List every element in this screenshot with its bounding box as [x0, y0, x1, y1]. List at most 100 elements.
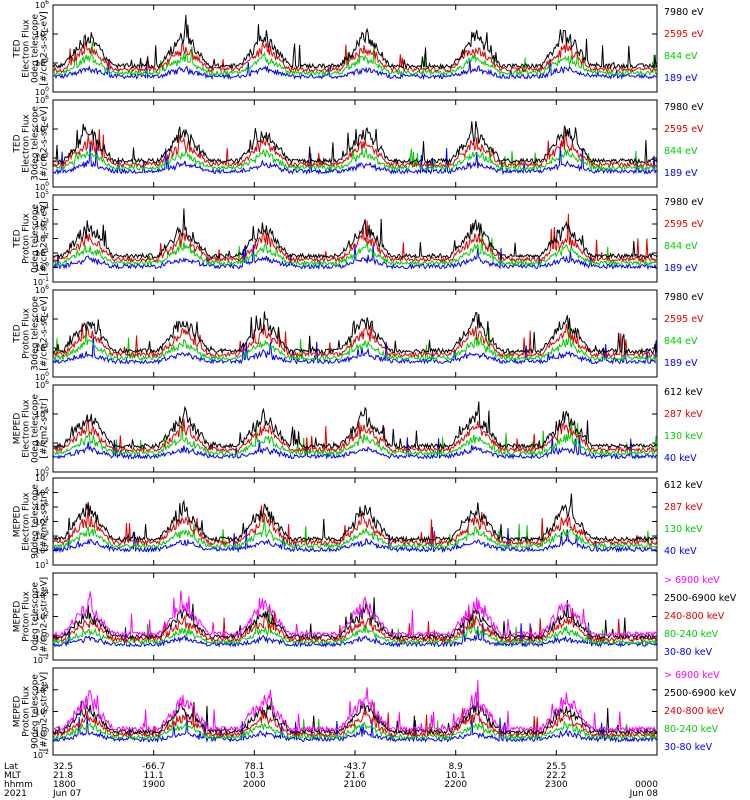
y-tick-label: 102 — [35, 437, 49, 448]
ephemeris-value: 8.9 — [449, 762, 464, 772]
data-traces — [53, 401, 657, 461]
ephemeris-value: Jun 07 — [52, 789, 81, 799]
series-trace — [53, 516, 657, 550]
series-trace — [53, 234, 657, 267]
legend-entry: 80-240 keV — [664, 724, 719, 735]
series-trace — [53, 213, 657, 264]
y-tick-label: 105 — [35, 189, 49, 200]
data-traces — [53, 590, 657, 649]
legend-entry: 30-80 keV — [664, 647, 713, 658]
legend-entry: 189 eV — [664, 73, 698, 84]
y-tick-label: 107 — [35, 472, 49, 483]
series-trace — [53, 142, 657, 176]
series-trace — [53, 120, 657, 165]
ephemeris-row-label: MLT — [4, 771, 22, 781]
ephemeris-value: 21.8 — [53, 771, 73, 781]
legend-entry: 7980 eV — [664, 197, 704, 208]
ephemeris-value: 2200 — [444, 780, 467, 790]
legend-entry: 2595 eV — [664, 314, 704, 325]
y-tick-label: 102 — [35, 706, 49, 717]
series-trace — [53, 590, 657, 638]
y-tick-label: 103 — [35, 530, 49, 541]
y-tick-label: 100 — [35, 86, 49, 97]
ephemeris-value: 1900 — [142, 780, 165, 790]
y-tick-label: 100 — [35, 371, 49, 382]
y-tick-label: 106 — [35, 0, 49, 10]
legend-entry: 189 eV — [664, 168, 698, 179]
y-tick-label: 104 — [35, 516, 49, 527]
legend-entry: 40 keV — [664, 546, 697, 557]
y-tick-label: 101 — [35, 559, 49, 570]
data-traces — [53, 493, 657, 554]
legend-entry: 189 eV — [664, 358, 698, 369]
legend-entry: 844 eV — [664, 51, 698, 62]
legend-entry: 2595 eV — [664, 219, 704, 230]
series-trace — [53, 41, 657, 74]
y-tick-label: 106 — [35, 284, 49, 295]
legend-entry: 30-80 keV — [664, 742, 713, 753]
data-traces — [53, 311, 657, 365]
series-trace — [53, 418, 657, 457]
series-trace — [53, 715, 657, 741]
series-trace — [53, 243, 657, 271]
series-trace — [53, 527, 657, 554]
legend-entry: 2500-6900 keV — [664, 688, 737, 699]
legend-entry: 130 keV — [664, 431, 703, 442]
series-trace — [53, 335, 657, 365]
series-trace — [53, 435, 657, 461]
series-trace — [53, 14, 657, 70]
data-traces — [53, 208, 657, 271]
y-tick-label: 100 — [35, 727, 49, 738]
y-axis-label: MEPEDElectron Flux0deg telescope[#/cm2-s… — [13, 394, 50, 464]
legend-entry: 7980 eV — [664, 102, 704, 113]
legend-entry: 80-240 keV — [664, 629, 719, 640]
legend-entry: 40 keV — [664, 453, 697, 464]
legend-entry: 7980 eV — [664, 7, 704, 18]
y-tick-label: 104 — [35, 204, 49, 215]
legend-entry: 240-800 keV — [664, 611, 725, 622]
series-trace — [53, 324, 657, 362]
legend-entry: 130 keV — [664, 524, 703, 535]
series-trace — [53, 208, 657, 260]
y-tick-label: 102 — [35, 611, 49, 622]
series-trace — [53, 147, 657, 172]
ephemeris-row-label: Lat — [4, 762, 19, 772]
panel-frame — [52, 194, 658, 283]
legend-entry: 612 keV — [664, 387, 703, 398]
y-tick-label: 104 — [35, 684, 49, 695]
y-tick-label: 102 — [35, 233, 49, 244]
ephemeris-value: -66.7 — [142, 762, 165, 772]
series-trace — [53, 597, 657, 641]
y-tick-label: 100 — [35, 181, 49, 192]
y-tick-label: 105 — [35, 501, 49, 512]
legend-entry: 287 keV — [664, 502, 703, 513]
ephemeris-row-label: 2021 — [4, 789, 27, 799]
legend-entry: 2595 eV — [664, 29, 704, 40]
series-trace — [53, 401, 657, 450]
y-axis-label: TEDProton Flux0deg telescope[#/cm2-s-str… — [13, 201, 50, 276]
y-tick-label: 101 — [35, 247, 49, 258]
y-tick-label: 104 — [35, 408, 49, 419]
series-trace — [53, 505, 657, 547]
panel-frame — [52, 4, 658, 93]
y-axis-label: MEPEDElectron Flux90deg telescope[#/cm2-… — [13, 484, 50, 559]
series-trace — [53, 701, 657, 738]
series-trace — [53, 311, 657, 355]
panel-frame — [52, 384, 658, 473]
series-trace — [53, 697, 657, 736]
series-trace — [53, 606, 657, 646]
legend-entry: 844 eV — [664, 336, 698, 347]
ephemeris-row-label: hhmm — [4, 780, 33, 790]
ephemeris-value: 32.5 — [53, 762, 73, 772]
legend-entry: 844 eV — [664, 146, 698, 157]
panel-frame — [52, 667, 658, 756]
y-tick-label: 104 — [35, 313, 49, 324]
